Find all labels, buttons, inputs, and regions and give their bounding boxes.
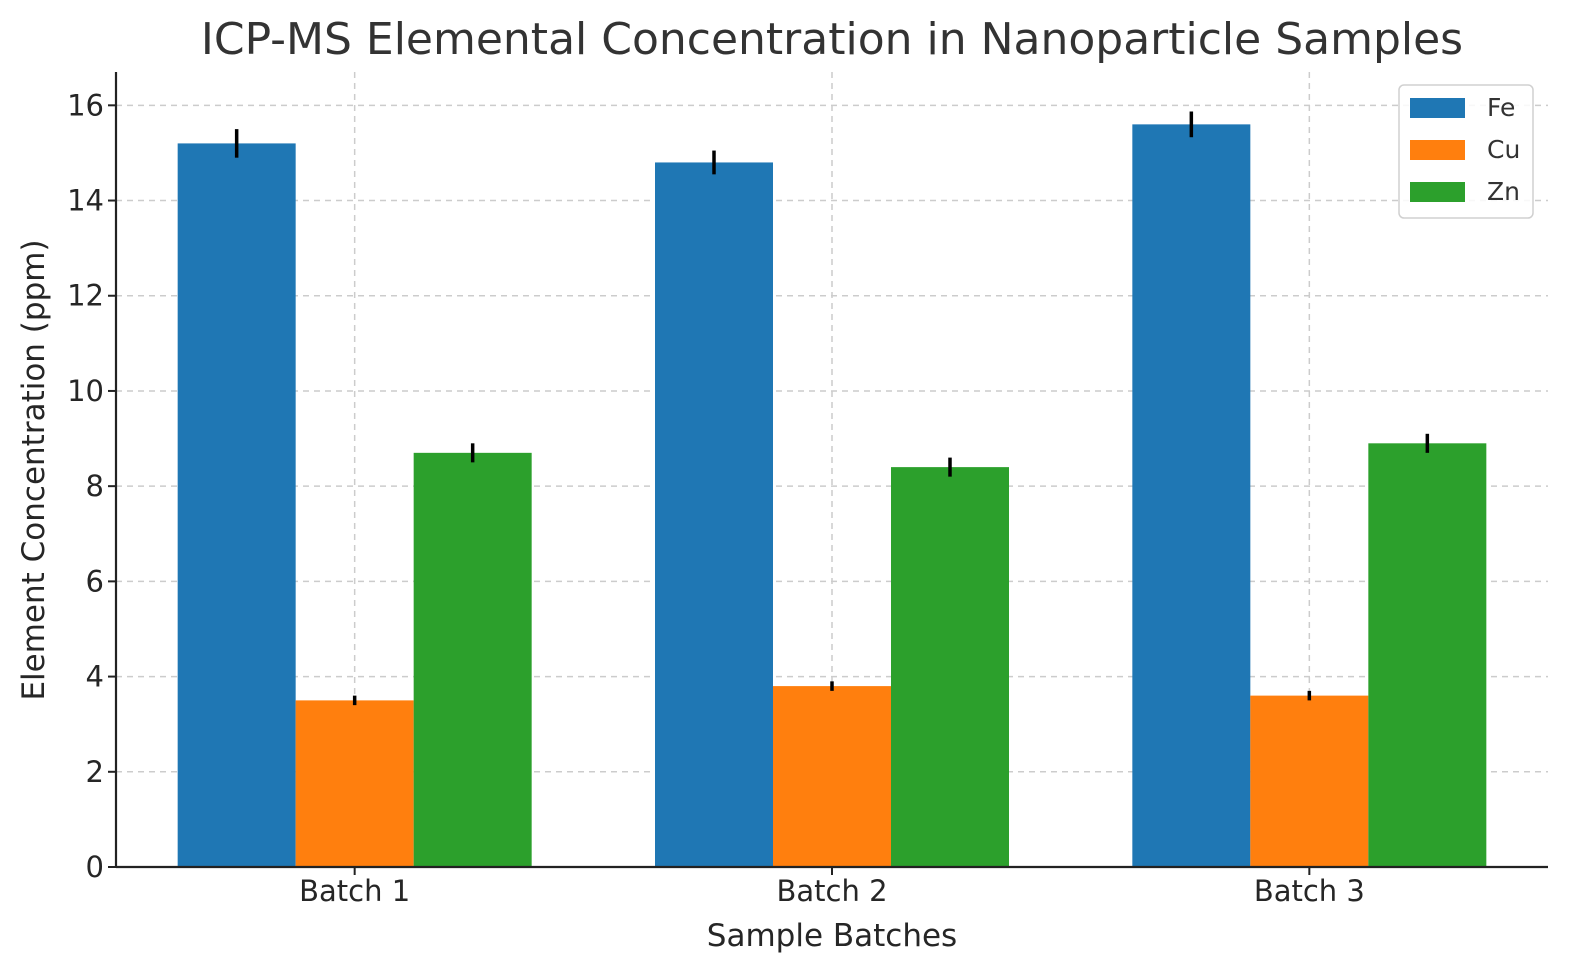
chart-title: ICP-MS Elemental Concentration in Nanopa…: [201, 14, 1463, 65]
legend-label-cu: Cu: [1487, 135, 1520, 164]
y-tick-label: 8: [86, 469, 104, 503]
error-bars: [234, 111, 1430, 706]
y-tick-label: 4: [86, 660, 104, 694]
legend-swatch-fe: [1410, 98, 1465, 118]
legend-swatch-cu: [1410, 140, 1465, 160]
x-ticks: Batch 1 Batch 2 Batch 3: [299, 867, 1365, 908]
x-tick-label: Batch 1: [299, 874, 410, 908]
x-tick-label: Batch 3: [1254, 874, 1365, 908]
bars: [177, 124, 1487, 868]
y-ticks: 0 2 4 6 8 10 12 14 16: [67, 88, 116, 884]
bar-zn-2: [891, 467, 1009, 867]
bar-zn-1: [413, 452, 532, 867]
legend-label-zn: Zn: [1487, 177, 1520, 206]
y-tick-label: 10: [67, 374, 104, 408]
bar-cu-2: [773, 686, 891, 867]
y-tick-label: 2: [86, 755, 104, 789]
y-tick-label: 12: [67, 279, 104, 313]
y-axis-label: Element Concentration (ppm): [16, 239, 52, 700]
x-axis-label: Sample Batches: [707, 918, 957, 954]
bar-fe-2: [655, 162, 773, 867]
x-tick-label: Batch 2: [776, 874, 887, 908]
y-tick-label: 16: [67, 88, 104, 122]
bar-fe-1: [177, 143, 296, 868]
bar-cu-1: [295, 700, 414, 867]
legend-label-fe: Fe: [1487, 93, 1515, 122]
legend: Fe Cu Zn: [1398, 84, 1534, 219]
bar-fe-3: [1132, 124, 1251, 867]
bar-cu-3: [1250, 695, 1369, 867]
legend-swatch-zn: [1410, 182, 1465, 202]
bar-zn-3: [1368, 443, 1487, 867]
y-tick-label: 14: [67, 184, 104, 218]
y-tick-label: 6: [86, 564, 104, 598]
y-tick-label: 0: [86, 850, 104, 884]
